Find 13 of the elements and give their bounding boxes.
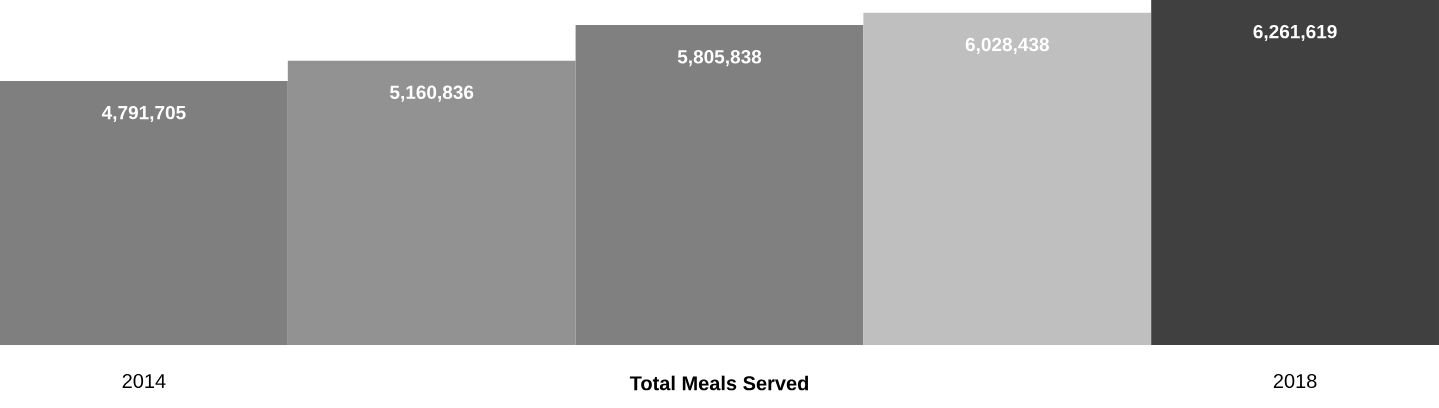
bar: [575, 25, 864, 345]
bar: [863, 12, 1152, 345]
bar: [0, 80, 288, 345]
x-axis-title: Total Meals Served: [629, 375, 809, 391]
data-label: 4,791,705: [101, 105, 186, 123]
x-tick-label: 2018: [1273, 373, 1317, 389]
data-label: 5,160,836: [390, 85, 474, 102]
bar: [1151, 0, 1439, 345]
bar: [287, 60, 576, 345]
data-label: 5,805,838: [677, 50, 762, 67]
data-label: 6,028,438: [965, 37, 1049, 54]
x-tick-label: 2014: [122, 373, 166, 389]
data-label: 6,261,619: [1253, 24, 1337, 42]
